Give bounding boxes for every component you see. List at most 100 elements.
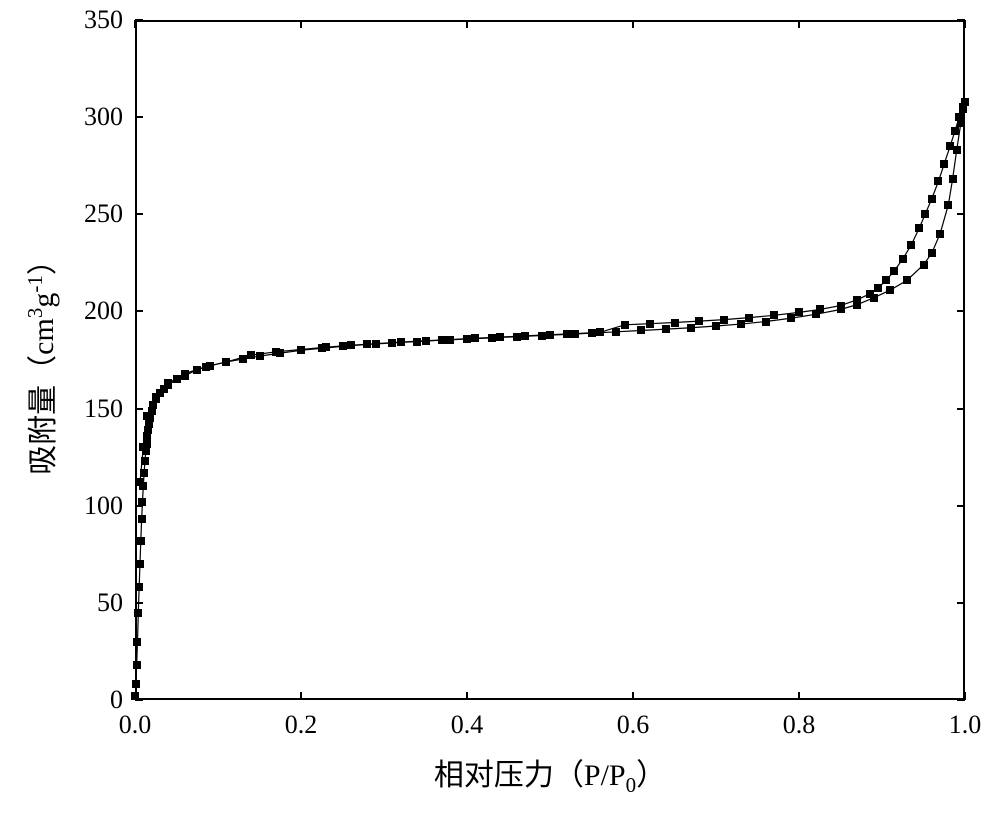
data-marker <box>934 177 942 185</box>
x-tick <box>798 692 800 700</box>
x-tick-label: 0.0 <box>119 710 152 740</box>
isotherm-chart: 吸附量（cm3g-1） 相对压力（P/P0） 0.00.20.40.60.81.… <box>0 0 1000 819</box>
data-marker <box>496 333 504 341</box>
data-marker <box>890 267 898 275</box>
data-marker <box>372 340 380 348</box>
data-marker <box>959 103 967 111</box>
data-marker <box>695 317 703 325</box>
y-tick-right <box>957 213 965 215</box>
data-marker <box>563 330 571 338</box>
data-marker <box>720 316 728 324</box>
data-marker <box>135 583 143 591</box>
y-tick-right <box>957 505 965 507</box>
axis-frame-segment <box>135 20 965 22</box>
y-tick-right <box>957 310 965 312</box>
data-marker <box>446 336 454 344</box>
data-marker <box>139 443 147 451</box>
data-marker <box>413 338 421 346</box>
data-marker <box>621 321 629 329</box>
y-tick <box>135 310 143 312</box>
y-tick-right <box>957 408 965 410</box>
data-marker <box>538 332 546 340</box>
y-tick-label: 300 <box>84 102 123 132</box>
axis-frame-segment <box>135 20 137 700</box>
data-marker <box>944 201 952 209</box>
data-marker <box>132 680 140 688</box>
data-marker <box>438 336 446 344</box>
data-marker <box>915 224 923 232</box>
data-marker <box>193 366 201 374</box>
x-tick-top <box>798 20 800 28</box>
data-marker <box>588 329 596 337</box>
data-marker <box>239 355 247 363</box>
data-marker <box>571 330 579 338</box>
data-marker <box>882 276 890 284</box>
data-marker <box>256 352 264 360</box>
y-tick <box>135 213 143 215</box>
data-marker <box>737 320 745 328</box>
data-marker <box>521 332 529 340</box>
y-tick <box>135 602 143 604</box>
data-marker <box>141 457 149 465</box>
data-marker <box>422 337 430 345</box>
data-marker <box>202 363 210 371</box>
x-tick <box>466 692 468 700</box>
data-marker <box>173 375 181 383</box>
data-marker <box>762 318 770 326</box>
x-tick-label: 1.0 <box>949 710 982 740</box>
x-tick-top <box>466 20 468 28</box>
y-tick-label: 200 <box>84 296 123 326</box>
data-marker <box>388 339 396 347</box>
y-tick-label: 0 <box>110 685 123 715</box>
data-marker <box>637 326 645 334</box>
data-marker <box>903 276 911 284</box>
data-marker <box>874 284 882 292</box>
data-marker <box>951 127 959 135</box>
y-tick <box>135 19 143 21</box>
data-marker <box>671 319 679 327</box>
data-marker <box>140 469 148 477</box>
y-tick-label: 100 <box>84 491 123 521</box>
y-tick-right <box>957 602 965 604</box>
data-marker <box>886 286 894 294</box>
data-marker <box>662 325 670 333</box>
y-axis-label: 吸附量（cm3g-1） <box>18 245 62 475</box>
data-marker <box>488 334 496 342</box>
data-marker <box>940 160 948 168</box>
x-tick-top <box>300 20 302 28</box>
data-marker <box>463 335 471 343</box>
data-marker <box>955 113 963 121</box>
x-tick-label: 0.4 <box>451 710 484 740</box>
data-marker <box>164 379 172 387</box>
data-marker <box>921 210 929 218</box>
data-marker <box>397 338 405 346</box>
data-marker <box>745 314 753 322</box>
x-tick-label: 0.6 <box>617 710 650 740</box>
data-marker <box>946 142 954 150</box>
x-tick <box>632 692 634 700</box>
y-tick <box>135 408 143 410</box>
y-tick-label: 50 <box>97 588 123 618</box>
data-marker <box>134 609 142 617</box>
data-marker <box>866 290 874 298</box>
y-tick <box>135 116 143 118</box>
data-marker <box>137 537 145 545</box>
x-axis-label: 相对压力（P/P0） <box>434 750 666 798</box>
x-tick-top <box>964 20 966 28</box>
x-tick-label: 0.2 <box>285 710 318 740</box>
data-marker <box>152 393 160 401</box>
data-marker <box>339 342 347 350</box>
data-marker <box>347 341 355 349</box>
data-marker <box>138 498 146 506</box>
data-marker <box>928 249 936 257</box>
y-tick-label: 250 <box>84 199 123 229</box>
y-tick-right <box>957 19 965 21</box>
y-tick-label: 150 <box>84 394 123 424</box>
data-marker <box>770 311 778 319</box>
y-tick-right <box>957 699 965 701</box>
data-marker <box>936 230 944 238</box>
data-marker <box>136 560 144 568</box>
data-marker <box>322 343 330 351</box>
data-marker <box>899 255 907 263</box>
data-marker <box>513 333 521 341</box>
